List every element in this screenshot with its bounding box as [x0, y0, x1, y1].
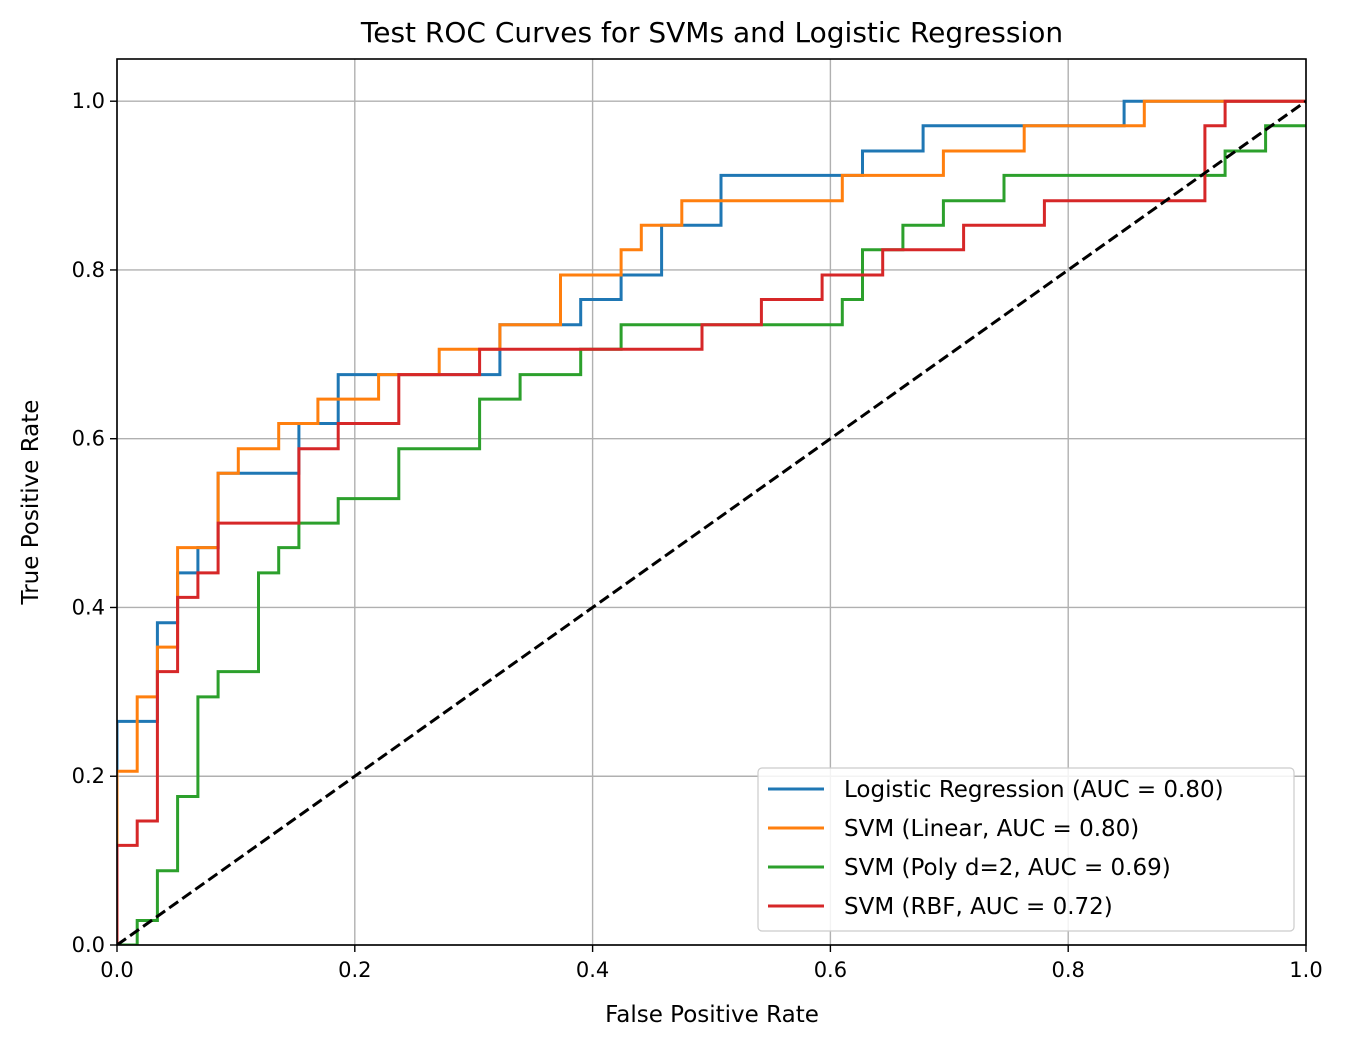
- chance-diagonal-line: [117, 99, 1306, 945]
- legend: Logistic Regression (AUC = 0.80) SVM (Lin…: [757, 767, 1295, 932]
- x-tick-label: 0.4: [576, 958, 609, 982]
- legend-label: SVM (Linear, AUC = 0.80): [844, 816, 1139, 842]
- roc-curve-series: [117, 124, 1306, 945]
- y-tick-label: 0.8: [72, 258, 105, 282]
- grid-layer: [116, 59, 1307, 946]
- legend-box: [757, 767, 1295, 932]
- chart-title: Test ROC Curves for SVMs and Logistic Re…: [360, 16, 1063, 49]
- y-tick-label: 0.2: [72, 764, 105, 788]
- legend-label: Logistic Regression (AUC = 0.80): [844, 777, 1224, 803]
- x-tick-label: 0.0: [100, 958, 133, 982]
- y-tick-label: 0.0: [72, 933, 105, 957]
- y-tick-label: 1.0: [72, 89, 105, 113]
- plot-area: [117, 99, 1306, 945]
- x-tick-label: 0.2: [338, 958, 371, 982]
- legend-label: SVM (RBF, AUC = 0.72): [844, 894, 1113, 920]
- x-tick-label: 1.0: [1289, 958, 1322, 982]
- x-tick-label: 0.6: [814, 958, 847, 982]
- y-tick-label: 0.6: [72, 427, 105, 451]
- legend-label: SVM (Poly d=2, AUC = 0.69): [844, 855, 1171, 881]
- x-tick-label: 0.8: [1051, 958, 1084, 982]
- roc-curve-series: [117, 99, 1306, 945]
- tick-layer: 0.0 0.2 0.4 0.6 0.8 1.0 0.0 0.2 0.4 0.6 0.8 1.0: [72, 89, 1323, 982]
- curves: [117, 99, 1306, 945]
- plot-frame: [116, 58, 1307, 946]
- y-tick-label: 0.4: [72, 595, 105, 619]
- x-axis-label: False Positive Rate: [605, 1002, 819, 1028]
- y-axis-label: True Positive Rate: [18, 400, 44, 606]
